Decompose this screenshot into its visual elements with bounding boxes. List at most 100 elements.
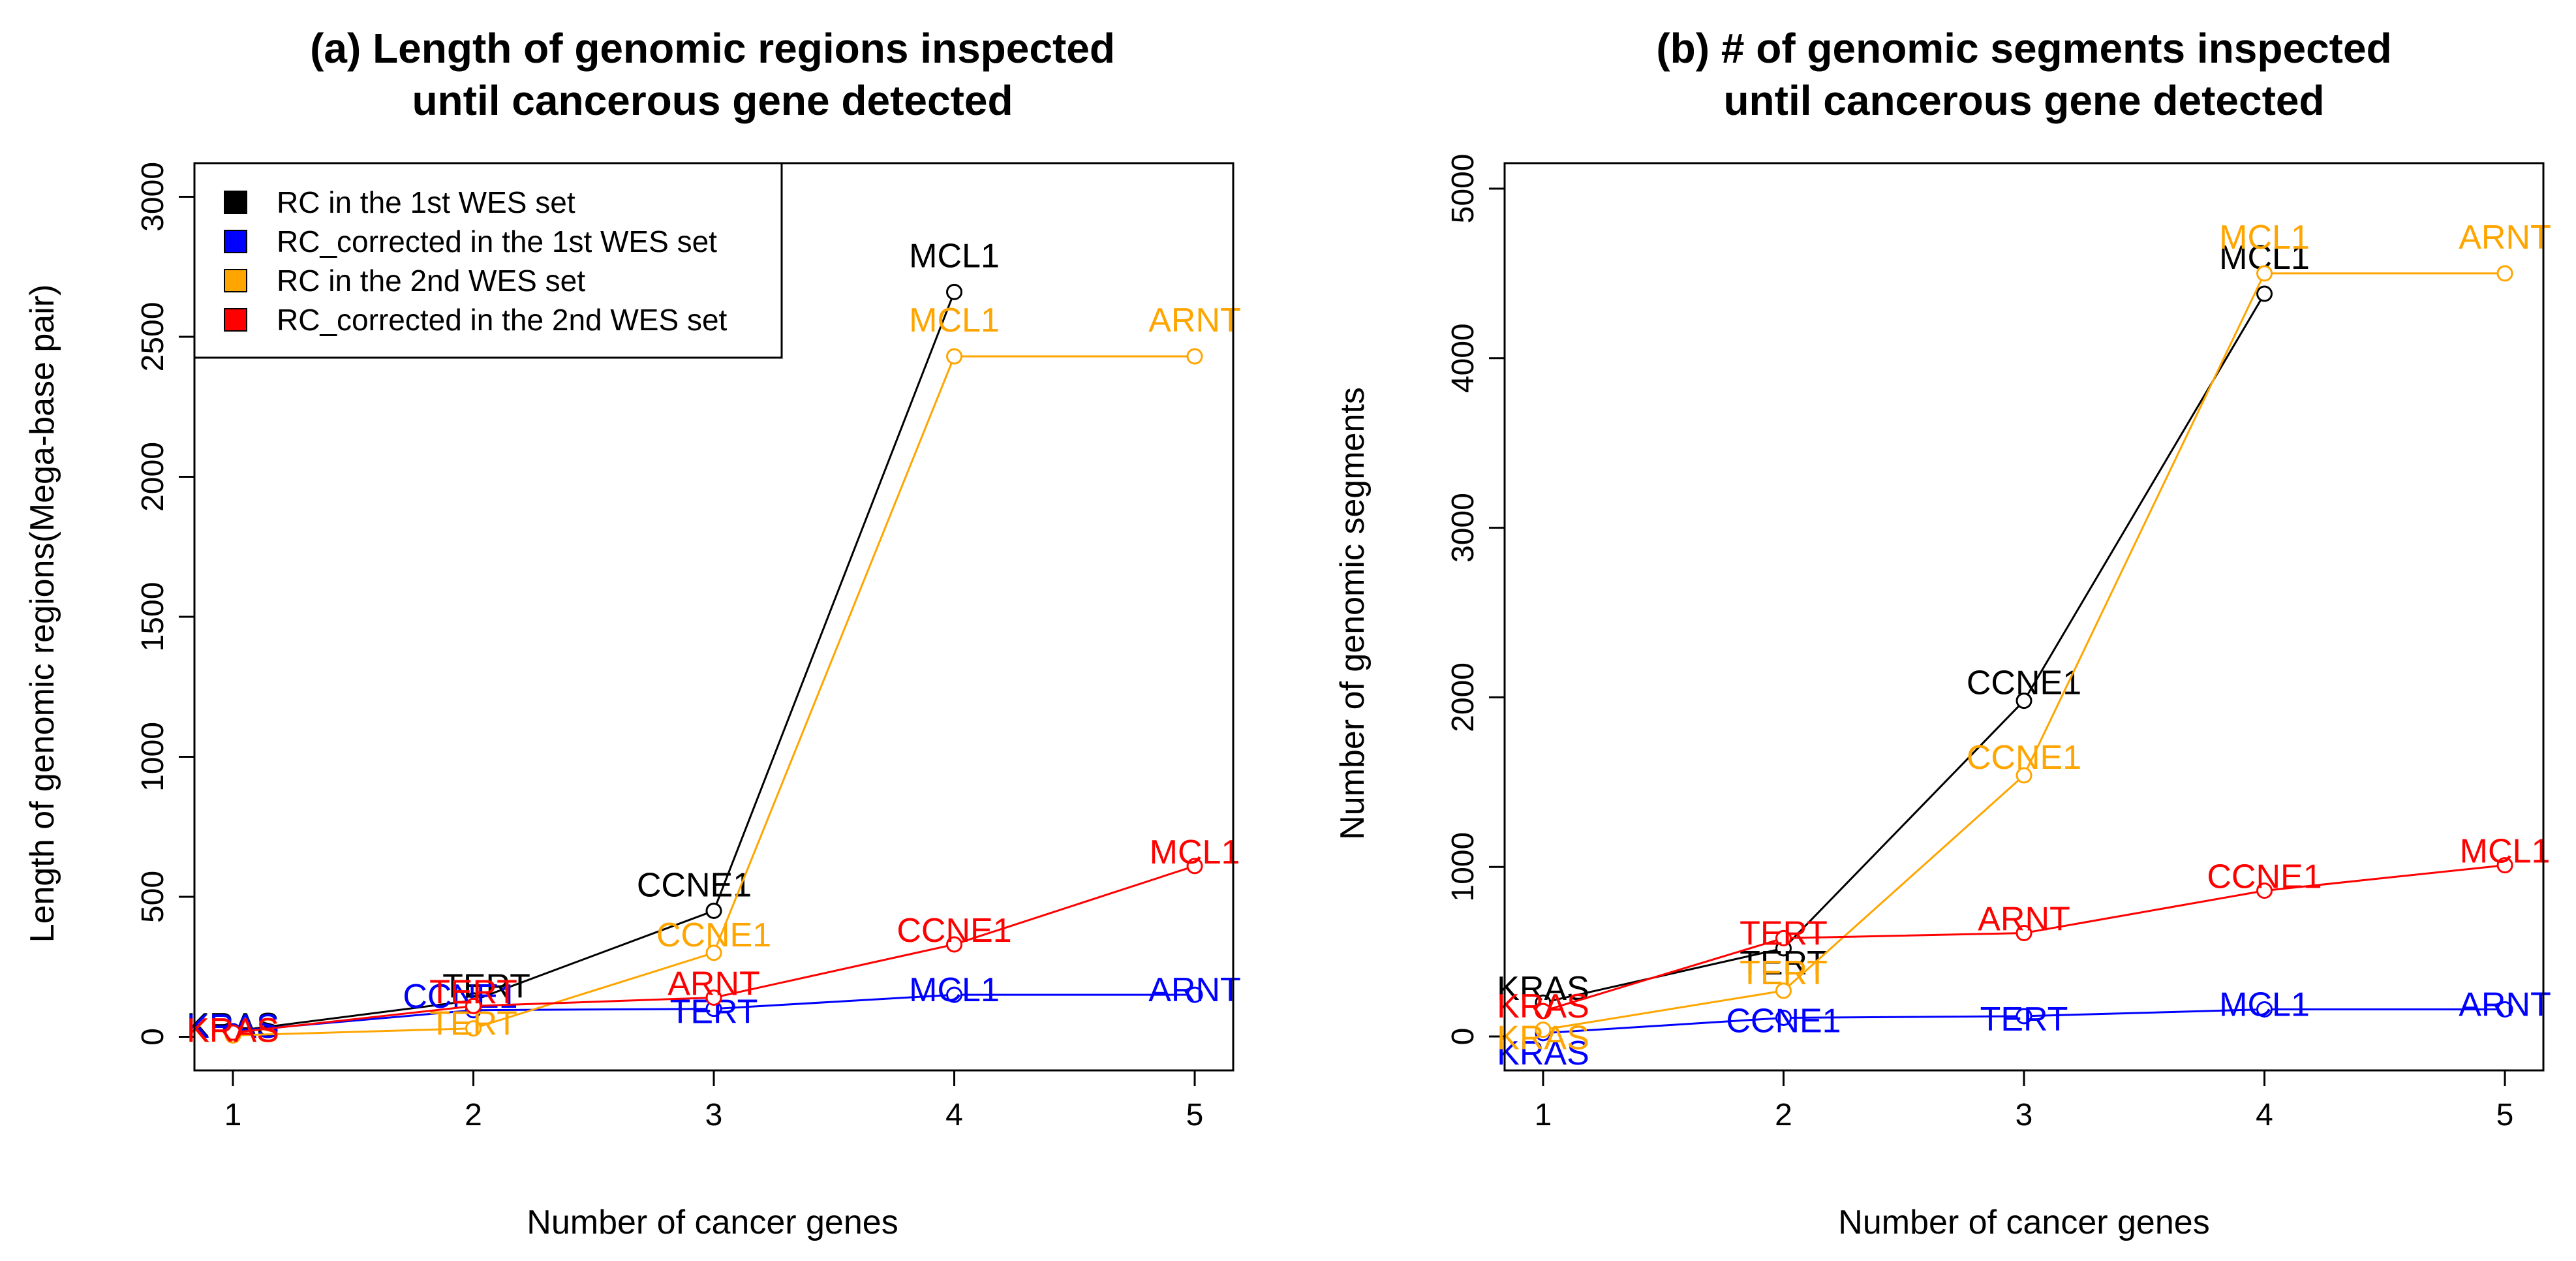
panel-a-series-rc-corrected-1st-point-label: ARNT — [1148, 971, 1241, 1009]
panel-b-series-rc-corrected-2nd-point — [2496, 857, 2513, 874]
panel-a-title-line-1: (a) Length of genomic regions inspected — [310, 25, 1115, 72]
legend-label-rc-corrected-1st: RC_corrected in the 1st WES set — [277, 225, 717, 258]
panel-b-series-rc-2nd-point-label: MCL1 — [2219, 219, 2310, 257]
panel-a-series-rc-2nd-point — [465, 1020, 482, 1037]
panel-b-series-rc-2nd-point-label: ARNT — [2459, 219, 2551, 257]
panel-a-y-tick-label: 3000 — [136, 162, 170, 232]
panel-b-y-tick-label: 2000 — [1446, 662, 1480, 732]
panel-b-y-tick-label: 4000 — [1446, 323, 1480, 393]
panel-b-series-rc-corrected-1st-point-label: ARNT — [2459, 986, 2551, 1023]
panel-b-series-rc-corrected-2nd-point-label: KRAS — [1497, 988, 1589, 1025]
panel-b-y-tick-label: 0 — [1446, 1028, 1480, 1046]
panel-a-series-rc-2nd-point — [946, 348, 963, 365]
panel-a-series-rc-1st-line — [232, 291, 955, 1033]
panel-b-series-rc-1st-point — [2016, 693, 2032, 709]
panel-a-legend: RC in the 1st WES set RC_corrected in th… — [193, 162, 783, 359]
legend-swatch-rc-corrected-1st — [224, 230, 247, 253]
panel-b-series-rc-corrected-2nd-point-label: MCL1 — [2460, 833, 2551, 871]
panel-a-series-rc-1st-point-label: MCL1 — [909, 237, 1000, 275]
panel-b-series-rc-1st-point — [2256, 285, 2273, 302]
panel-b-series-rc-2nd-point-label: CCNE1 — [1967, 739, 2081, 777]
panel-a-series-rc-1st-point-label: CCNE1 — [637, 866, 752, 904]
panel-b-x-tick-label: 4 — [2256, 1098, 2273, 1132]
panel-a-series-rc-2nd-point-label: ARNT — [1148, 302, 1241, 339]
panel-a-x-tick-label: 1 — [224, 1098, 242, 1132]
panel-a-x-tick-label: 3 — [705, 1098, 723, 1132]
panel-b-series-rc-corrected-2nd-point — [1535, 1003, 1552, 1020]
panel-b-x-tick-label: 1 — [1535, 1098, 1552, 1132]
panel-b-series-rc-corrected-1st-point-label: TERT — [1980, 1001, 2068, 1038]
panel-b-title-line-2: until cancerous gene detected — [1723, 77, 2324, 124]
panel-a-y-tick-label: 2000 — [136, 442, 170, 512]
panel-a-series-rc-corrected-2nd-point — [946, 936, 963, 953]
panel-a-y-tick-label: 1000 — [136, 722, 170, 792]
panel-a-x-axis-label: Number of cancer genes — [527, 1204, 898, 1241]
panel-b-series-rc-2nd-point-label: KRAS — [1497, 1020, 1589, 1057]
panel-a-series-rc-2nd-point — [705, 944, 722, 961]
panel-b-series-rc-corrected-1st-point — [2016, 1008, 2032, 1025]
panel-b-series-rc-corrected-1st-point-label: MCL1 — [2219, 986, 2310, 1023]
panel-b-plot-frame — [1503, 162, 2545, 1072]
panel-a-series-rc-corrected-2nd-point-label: KRAS — [187, 1012, 279, 1050]
panel-a: (a) Length of genomic regions inspected … — [23, 25, 1241, 1241]
panel-b-series-rc-2nd-point — [1535, 1021, 1552, 1038]
legend-swatch-rc-corrected-2nd — [224, 308, 247, 332]
panel-a-series-rc-2nd-point-label: MCL1 — [909, 302, 1000, 339]
panel-a-series-rc-corrected-2nd-point — [1186, 858, 1203, 875]
panel-a-series-rc-corrected-1st-point-label: MCL1 — [909, 971, 1000, 1009]
panel-b-series-rc-corrected-2nd-point-label: TERT — [1740, 914, 1828, 952]
panel-a-y-tick-label: 1500 — [136, 582, 170, 652]
legend-entry-rc-corrected-1st: RC_corrected in the 1st WES set — [224, 225, 717, 258]
panel-b-series-rc-2nd-point — [2016, 767, 2032, 784]
panel-b-series-rc-corrected-2nd-point-label: ARNT — [1978, 901, 2070, 939]
panel-a-series-rc-corrected-2nd-point — [705, 989, 722, 1006]
panel-a-series-rc-2nd-point — [1186, 348, 1203, 365]
panel-a-series-rc-corrected-1st-point — [946, 986, 963, 1003]
panel-b-series-rc-corrected-2nd-point — [1775, 929, 1792, 946]
panel-a-plot-area: KRASTERTCCNE1MCL1KRASCCNE1TERTMCL1ARNTKR… — [187, 237, 1241, 1050]
panel-b-series-rc-corrected-2nd-point — [2256, 882, 2273, 899]
panel-a-x-tick-label: 5 — [1186, 1098, 1204, 1132]
panel-b: (b) # of genomic segments inspected unti… — [1334, 25, 2551, 1241]
legend-label-rc-2nd: RC in the 2nd WES set — [277, 264, 585, 298]
panel-b-axes: 1 2 3 4 5 0 1000 2000 3000 4000 5000 — [1446, 154, 2513, 1132]
panel-b-series-rc-corrected-2nd-point-label: CCNE1 — [2207, 858, 2322, 896]
legend-label-rc-corrected-2nd: RC_corrected in the 2nd WES set — [277, 303, 728, 337]
panel-b-series-rc-corrected-2nd-point — [2016, 925, 2032, 942]
panel-b-series-rc-corrected-1st-point — [1775, 1009, 1792, 1026]
panel-a-series-rc-1st-point-label: TERT — [442, 968, 530, 1006]
panel-b-x-tick-label: 3 — [2016, 1098, 2033, 1132]
panel-a-title-line-2: until cancerous gene detected — [412, 77, 1013, 124]
legend-entry-rc-2nd: RC in the 2nd WES set — [224, 264, 585, 298]
panel-b-series-rc-corrected-1st-point — [2256, 1001, 2273, 1018]
panel-a-y-tick-label: 2500 — [136, 302, 170, 372]
panel-b-y-tick-label: 1000 — [1446, 832, 1480, 902]
legend-box — [193, 162, 783, 359]
panel-a-series-rc-corrected-1st-point-label: CCNE1 — [403, 978, 517, 1016]
panel-a-x-tick-label: 4 — [945, 1098, 963, 1132]
panel-b-series-rc-corrected-1st-point-label: CCNE1 — [1726, 1002, 1841, 1040]
panel-b-series-rc-corrected-1st-point — [2496, 1001, 2513, 1018]
panel-b-series-rc-2nd-point — [1775, 982, 1792, 999]
panel-b-title-line-1: (b) # of genomic segments inspected — [1656, 25, 2391, 72]
panel-a-series-rc-1st-point — [946, 283, 963, 300]
panel-a-series-rc-2nd-point-label: CCNE1 — [656, 916, 771, 954]
panel-b-y-axis-label: Number of genomic segments — [1334, 387, 1372, 840]
panel-b-plot-area: KRAS TERT CCNE1 MCL1 KRAS CCNE1 TERT MCL1 ARNT KR… — [1497, 219, 2551, 1072]
panel-b-series-rc-corrected-1st-point-label: KRAS — [1497, 1035, 1589, 1072]
legend-swatch-rc-1st — [224, 191, 247, 214]
panel-b-x-tick-label: 2 — [1775, 1098, 1792, 1132]
panel-a-series-rc-corrected-2nd-point-label: MCL1 — [1150, 833, 1240, 871]
panel-a-series-rc-corrected-2nd-point-label: CCNE1 — [897, 912, 1011, 950]
panel-a-series-rc-corrected-2nd-point — [224, 1024, 241, 1041]
panel-a-series-rc-corrected-1st-point — [1186, 986, 1203, 1003]
panel-a-series-rc-1st-point — [705, 902, 722, 919]
panel-b-y-tick-label: 3000 — [1446, 493, 1480, 563]
panel-a-series-rc-corrected-2nd-point — [465, 997, 482, 1014]
panel-a-series-rc-corrected-2nd-point-label: ARNT — [667, 965, 760, 1003]
panel-a-series-rc-corrected-2nd-point-label: TERT — [429, 973, 517, 1011]
panel-a-y-tick-label: 0 — [136, 1028, 170, 1046]
panel-b-series-rc-2nd-point — [2256, 265, 2273, 282]
panel-a-y-tick-label: 500 — [136, 871, 170, 923]
